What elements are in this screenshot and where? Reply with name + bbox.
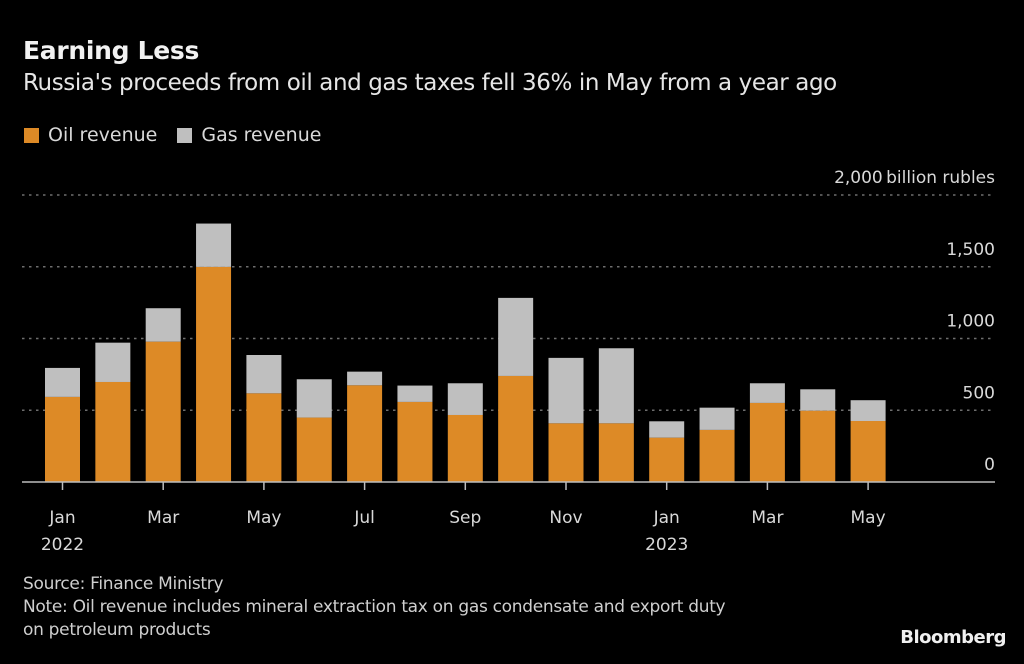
legend-label-gas: Gas revenue <box>201 124 322 146</box>
legend-item-oil: Oil revenue <box>24 124 157 146</box>
bar-gas <box>699 407 735 430</box>
bar-oil <box>196 266 232 482</box>
bar-oil <box>749 402 785 482</box>
bar-oil <box>246 393 282 482</box>
chart-title: Earning Less <box>23 36 200 65</box>
bar-gas <box>397 385 433 402</box>
gridlines <box>22 194 995 411</box>
bar-oil <box>296 417 332 482</box>
x-tick-label: Jan <box>653 508 680 528</box>
bar-gas <box>95 342 131 382</box>
x-tick-label: Mar <box>751 508 783 528</box>
bar-gas <box>548 357 584 424</box>
y-tick-label: 1,500 <box>946 240 995 260</box>
legend-item-gas: Gas revenue <box>177 124 321 146</box>
y-tick-label: 0 <box>984 455 995 475</box>
y-tick-label: 2,000 billion rubles <box>834 168 995 188</box>
bloomberg-logo: Bloomberg <box>900 627 1006 648</box>
x-tick-label: Nov <box>549 508 582 528</box>
bar-oil <box>699 429 735 482</box>
bar-oil <box>598 423 634 482</box>
legend: Oil revenue Gas revenue <box>24 124 341 146</box>
legend-swatch-gas <box>177 127 193 143</box>
x-tick-year-label: 2023 <box>645 535 688 555</box>
x-tick-year-label: 2022 <box>41 535 84 555</box>
x-axis-labels: Jan 2022 Mar May Jul Sep Nov Jan 2023 Mar May <box>41 508 886 555</box>
bar-oil <box>347 385 383 482</box>
y-tick-label: 1,000 <box>946 312 995 332</box>
bar-oil <box>45 396 80 482</box>
bar-oil <box>800 410 836 482</box>
bar-gas <box>145 308 181 342</box>
y-axis-labels: 0 500 1,000 1,500 2,000 billion rubles <box>834 168 995 475</box>
bar-gas <box>196 223 232 267</box>
bar-gas <box>850 400 886 422</box>
bar-gas <box>498 297 534 376</box>
bar-oil <box>95 381 131 482</box>
bar-gas <box>598 348 634 424</box>
bar-gas <box>296 379 332 418</box>
footnote-line-1: Note: Oil revenue includes mineral extra… <box>23 597 726 617</box>
bar-oil <box>850 421 886 482</box>
footnote-line-2: on petroleum products <box>23 620 211 640</box>
x-tick-label: May <box>851 508 886 528</box>
bar-oil <box>548 423 584 482</box>
bar-gas <box>800 389 836 411</box>
bar-oil <box>649 437 685 482</box>
bar-gas <box>649 421 685 438</box>
source-note: Source: Finance Ministry <box>23 574 224 594</box>
bar-gas <box>749 383 785 403</box>
bar-gas <box>45 367 80 397</box>
footer: Source: Finance Ministry Note: Oil reven… <box>23 573 726 642</box>
chart-subtitle: Russia's proceeds from oil and gas taxes… <box>23 70 837 96</box>
bar-oil <box>447 414 483 482</box>
legend-label-oil: Oil revenue <box>48 124 158 146</box>
bar-gas <box>246 355 282 394</box>
bar-oil <box>397 401 433 482</box>
bar-oil <box>498 375 534 482</box>
x-axis <box>22 481 995 490</box>
x-tick-label: Jul <box>353 508 375 528</box>
bars <box>45 223 886 482</box>
bar-gas <box>347 371 383 386</box>
x-tick-label: May <box>246 508 281 528</box>
x-tick-label: Jan <box>48 508 75 528</box>
x-tick-label: Mar <box>147 508 179 528</box>
legend-swatch-oil <box>24 127 39 143</box>
bar-gas <box>447 383 483 415</box>
x-tick-label: Sep <box>449 508 481 528</box>
bar-oil <box>145 341 181 482</box>
y-tick-label: 500 <box>963 383 995 403</box>
